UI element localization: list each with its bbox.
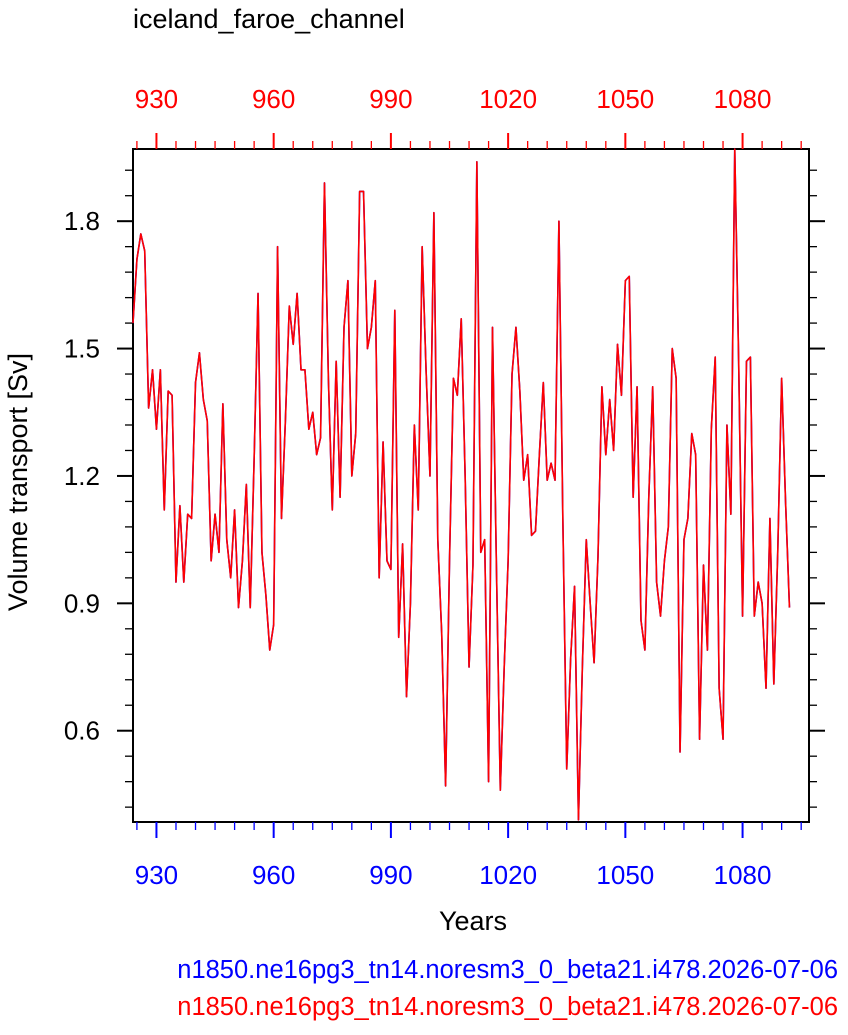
bottom-x-tick-label: 1080	[714, 860, 772, 890]
bottom-x-tick-label: 990	[369, 860, 412, 890]
y-tick-label: 1.8	[64, 206, 100, 236]
legend: n1850.ne16pg3_tn14.noresm3_0_beta21.i478…	[177, 956, 838, 1021]
top-x-tick-label: 990	[369, 84, 412, 114]
legend-entry: n1850.ne16pg3_tn14.noresm3_0_beta21.i478…	[177, 956, 838, 984]
plot-frame	[132, 148, 810, 823]
top-x-tick-label: 1020	[479, 84, 537, 114]
series-2	[132, 148, 791, 821]
y-tick-label: 0.6	[64, 716, 100, 746]
y-tick-label: 1.5	[64, 334, 100, 364]
y-tick-label: 1.2	[64, 461, 100, 491]
left-y-axis: 0.6 0.9 1.2 1.5 1.8	[64, 169, 133, 808]
y-axis-title: Volume transport [Sv]	[3, 353, 33, 611]
right-y-axis	[809, 169, 825, 808]
bottom-x-tick-label: 960	[252, 860, 295, 890]
series-1	[132, 148, 791, 821]
top-x-tick-label: 930	[135, 84, 178, 114]
top-x-tick-label: 960	[252, 84, 295, 114]
top-x-axis: 930 960 990 1020 1050 1080	[135, 84, 802, 149]
top-x-tick-label: 1080	[714, 84, 772, 114]
bottom-x-tick-label: 930	[135, 860, 178, 890]
legend-entry: n1850.ne16pg3_tn14.noresm3_0_beta21.i478…	[177, 993, 838, 1021]
bottom-x-axis: 930 960 990 1020 1050 1080	[135, 822, 802, 890]
series-line	[132, 148, 791, 821]
series-line	[132, 148, 791, 821]
top-x-tick-label: 1050	[596, 84, 654, 114]
y-tick-label: 0.9	[64, 588, 100, 618]
plot-border	[132, 148, 810, 823]
bottom-x-tick-label: 1050	[596, 860, 654, 890]
chart-title: iceland_faroe_channel	[133, 4, 405, 34]
x-axis-title: Years	[439, 906, 507, 936]
bottom-x-tick-label: 1020	[479, 860, 537, 890]
series-group	[132, 148, 791, 821]
